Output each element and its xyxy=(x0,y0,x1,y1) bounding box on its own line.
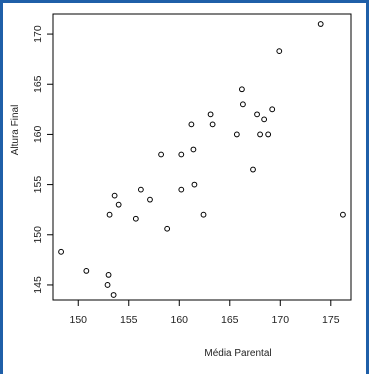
x-tick-label: 155 xyxy=(120,314,138,326)
data-point xyxy=(105,272,112,278)
data-point xyxy=(106,211,113,218)
data-point xyxy=(250,166,256,173)
y-axis: 145 150 155 160 165 170 xyxy=(32,25,53,294)
x-tick-label: 150 xyxy=(69,314,87,326)
data-point xyxy=(164,225,171,232)
data-point xyxy=(147,196,153,203)
data-point xyxy=(188,121,195,128)
data-point xyxy=(58,248,64,255)
data-point xyxy=(317,21,324,27)
data-point xyxy=(269,106,276,113)
x-tick-label: 160 xyxy=(171,314,189,326)
data-point xyxy=(261,116,268,123)
data-point xyxy=(254,111,260,118)
data-point xyxy=(200,211,207,218)
data-point xyxy=(239,86,245,93)
x-axis-title: Média Parental xyxy=(204,348,271,359)
x-tick-label: 165 xyxy=(221,314,239,326)
data-point xyxy=(233,131,240,138)
x-axis: 150 155 160 165 170 175 xyxy=(69,300,340,326)
y-tick-label: 160 xyxy=(32,126,44,144)
data-point xyxy=(178,151,185,158)
data-point xyxy=(191,181,198,188)
data-point xyxy=(137,186,144,193)
data-point xyxy=(340,211,346,218)
data-point xyxy=(158,151,164,158)
y-tick-label: 170 xyxy=(32,25,44,43)
x-tick-label: 175 xyxy=(322,314,340,326)
data-point xyxy=(207,111,214,118)
y-axis-title: Altura Final xyxy=(10,105,21,156)
x-tick-label: 170 xyxy=(272,314,290,326)
data-point xyxy=(104,282,111,288)
data-point xyxy=(83,267,90,274)
y-tick-label: 145 xyxy=(32,276,44,294)
data-point xyxy=(240,101,246,108)
data-point xyxy=(257,131,263,138)
data-point xyxy=(110,292,117,298)
data-point xyxy=(265,131,272,138)
data-point xyxy=(276,48,283,55)
data-points xyxy=(58,21,346,298)
y-tick-label: 150 xyxy=(32,226,44,244)
y-tick-label: 155 xyxy=(32,176,44,194)
plot-area-box xyxy=(52,13,352,301)
data-point xyxy=(178,186,185,193)
data-point xyxy=(190,146,197,153)
data-point xyxy=(209,121,216,128)
data-point xyxy=(111,192,118,199)
y-tick-label: 165 xyxy=(32,75,44,93)
data-point xyxy=(132,215,139,222)
data-point xyxy=(115,201,122,208)
